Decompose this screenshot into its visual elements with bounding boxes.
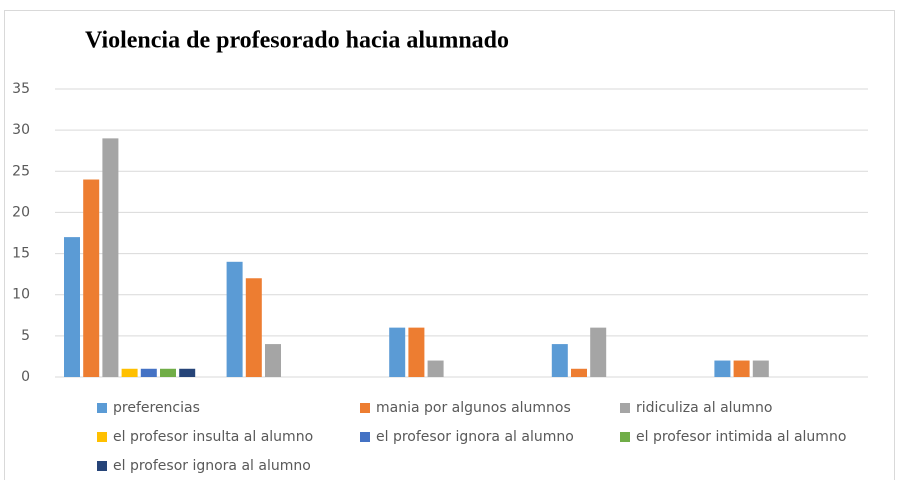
y-tick-label: 5: [21, 328, 30, 344]
bar: [102, 138, 119, 377]
bar: [265, 344, 281, 377]
bar: [121, 368, 138, 377]
legend-swatch: [360, 403, 370, 413]
chart-title: Violencia de profesorado hacia alumnado: [85, 28, 509, 54]
y-tick-label: 30: [12, 122, 30, 138]
bar: [427, 360, 444, 377]
bar: [140, 368, 157, 377]
y-tick-label: 0: [21, 369, 30, 385]
legend-label: preferencias: [113, 400, 200, 416]
legend-label: el profesor insulta al alumno: [113, 429, 313, 445]
bar: [64, 237, 80, 377]
bar: [408, 327, 425, 377]
bar: [571, 368, 587, 377]
bar: [226, 261, 243, 377]
legend-label: ridiculiza al alumno: [636, 400, 773, 416]
bar: [245, 278, 262, 377]
bar: [389, 327, 406, 377]
y-tick-label: 10: [12, 287, 30, 303]
legend-swatch: [620, 432, 630, 442]
bar: [83, 179, 100, 377]
bar: [590, 327, 607, 377]
y-tick-label: 20: [12, 204, 30, 220]
legend-swatch: [97, 461, 107, 471]
y-tick-label: 35: [12, 81, 30, 97]
legend-label: el profesor intimida al alumno: [636, 429, 846, 445]
legend-swatch: [97, 432, 107, 442]
bar: [733, 360, 750, 377]
legend-label: el profesor ignora al alumno: [113, 458, 311, 474]
legend-swatch: [360, 432, 370, 442]
y-tick-label: 25: [12, 163, 30, 179]
bar: [160, 368, 176, 377]
y-tick-label: 15: [12, 246, 30, 262]
legend-label: el profesor ignora al alumno: [376, 429, 574, 445]
bar: [752, 360, 769, 377]
legend-label: mania por algunos alumnos: [376, 400, 571, 416]
legend-swatch: [97, 403, 107, 413]
bar: [179, 368, 196, 377]
legend-swatch: [620, 403, 630, 413]
bar: [714, 360, 731, 377]
bar: [551, 344, 568, 377]
